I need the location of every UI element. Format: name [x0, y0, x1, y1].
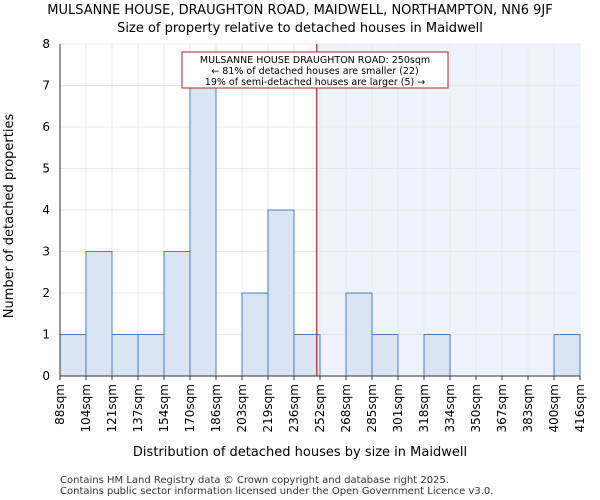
x-tick-label: 203sqm	[235, 384, 249, 432]
y-axis-label: Number of detached properties	[2, 114, 17, 319]
annotation-line-1: MULSANNE HOUSE DRAUGHTON ROAD: 250sqm	[200, 55, 430, 66]
annotation-box: MULSANNE HOUSE DRAUGHTON ROAD: 250sqm ← …	[181, 51, 449, 89]
bar-137sqm	[137, 334, 165, 377]
x-tick-label: 121sqm	[105, 384, 119, 432]
x-tick-label: 318sqm	[417, 384, 431, 432]
annotation-line-3: 19% of semi-detached houses are larger (…	[205, 77, 425, 88]
y-tick-label: 8	[42, 37, 50, 51]
annotation-line-2: ← 81% of detached houses are smaller (22…	[211, 66, 418, 77]
bar-121sqm	[111, 334, 139, 377]
grid-lines	[59, 43, 581, 377]
y-tick-label: 5	[42, 162, 50, 176]
x-tick-label: 170sqm	[183, 384, 197, 432]
x-tick-label: 252sqm	[313, 384, 327, 432]
footer-line-2: Contains public sector information licen…	[60, 486, 493, 497]
x-tick-label: 367sqm	[495, 384, 509, 432]
y-axis-ticks: 0 1 2 3 4 5 6 7 8	[42, 37, 61, 383]
x-tick-label: 350sqm	[469, 384, 483, 432]
y-tick-label: 7	[42, 79, 50, 93]
x-tick-label: 400sqm	[547, 384, 561, 432]
x-tick-label: 154sqm	[157, 384, 171, 432]
bar-170sqm	[189, 85, 217, 377]
bar-203sqm	[241, 292, 269, 377]
chart-subtitle: Size of property relative to detached ho…	[117, 21, 483, 36]
y-tick-label: 4	[42, 203, 50, 217]
y-tick-label: 1	[42, 328, 50, 342]
x-tick-label: 334sqm	[443, 384, 457, 432]
annotation-border	[181, 51, 449, 89]
bar-154sqm	[163, 251, 191, 377]
bar-318sqm	[423, 334, 451, 377]
y-tick-label: 3	[42, 245, 50, 259]
x-tick-label: 137sqm	[131, 384, 145, 432]
x-tick-label: 301sqm	[391, 384, 405, 432]
y-tick-label: 2	[42, 286, 50, 300]
x-axis-label: Distribution of detached houses by size …	[133, 445, 467, 460]
bar-219sqm	[267, 209, 295, 377]
y-tick-label: 6	[42, 120, 50, 134]
x-tick-label: 285sqm	[365, 384, 379, 432]
x-tick-label: 104sqm	[79, 384, 93, 432]
bar-268sqm	[345, 292, 373, 377]
x-tick-label: 88sqm	[53, 384, 67, 425]
x-tick-label: 219sqm	[261, 384, 275, 432]
x-axis-ticks: 88sqm 104sqm 121sqm 137sqm 154sqm 170sqm 186sq…	[53, 375, 587, 432]
bar-104sqm	[85, 251, 113, 377]
x-tick-label: 186sqm	[209, 384, 223, 432]
bar-285sqm	[371, 334, 399, 377]
bars	[59, 85, 581, 377]
bar-236sqm	[293, 334, 321, 377]
bar-400sqm	[553, 334, 581, 377]
bar-88sqm	[59, 334, 87, 377]
x-tick-label: 383sqm	[521, 384, 535, 432]
x-tick-label: 268sqm	[339, 384, 353, 432]
chart-title: MULSANNE HOUSE, DRAUGHTON ROAD, MAIDWELL…	[47, 3, 553, 18]
footer-line-1: Contains HM Land Registry data © Crown c…	[60, 475, 449, 486]
x-tick-label: 416sqm	[573, 384, 587, 432]
y-tick-label: 0	[42, 369, 50, 383]
x-tick-label: 236sqm	[287, 384, 301, 432]
